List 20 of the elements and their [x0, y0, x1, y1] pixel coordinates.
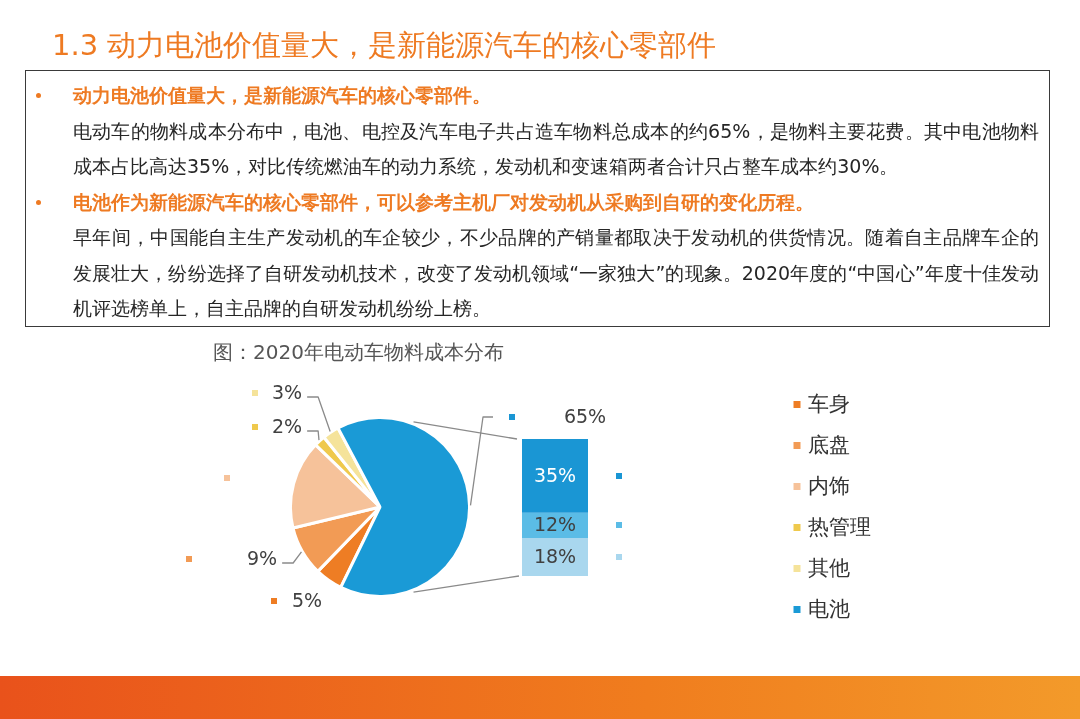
data-label: 12% — [533, 513, 577, 536]
data-label: 18% — [533, 544, 577, 567]
data-label: 2% — [272, 414, 303, 437]
legend-label: 其他 — [808, 555, 850, 580]
legend-label: 内饰 — [808, 473, 850, 498]
text: 1.3 动力电池价值量大，是新能源汽车的核心零部件 — [52, 27, 717, 64]
legend-label: 电池 — [808, 596, 850, 621]
total-label: 65% — [563, 404, 607, 427]
data-label: 35% — [533, 463, 577, 486]
text: 动力电池价值量大，是新能源汽车的核心零部件。 — [73, 83, 492, 108]
data-label: 9% — [247, 546, 278, 569]
data-label: 3% — [272, 380, 303, 403]
chart-title: 图：2020年电动车物料成本分布 — [213, 339, 504, 366]
legend-label: 车身 — [808, 391, 850, 416]
legend-label: 底盘 — [808, 432, 850, 457]
text: 电动车的物料成本分布中，电池、电控及汽车电子共占造车物料总成本的约65%，是物料主要花费。其中电池物料成本占比高达35%，对比传统燃油车的动力系统，发动机和变速箱两者合计只占整车成本约30%。 — [73, 118, 1039, 179]
data-label: 5% — [292, 588, 323, 611]
text: 电池作为新能源汽车的核心零部件，可以参考主机厂对发动机从采购到自研的变化历程。 — [73, 189, 815, 215]
text: 早年间，中国能自主生产发动机的车企较少，不少品牌的产销量都取决于发动机的供货情况。随着自主品牌车企的发展壮大，纷纷选择了自研发动机技术，改变了发动机领域“一家独大”的现象。2020年度的“中国心”年度十佳发动机评选榜单上，自主品牌的自研发动机纷纷上榜。 — [73, 225, 1039, 321]
legend-label: 热管理 — [808, 514, 871, 539]
